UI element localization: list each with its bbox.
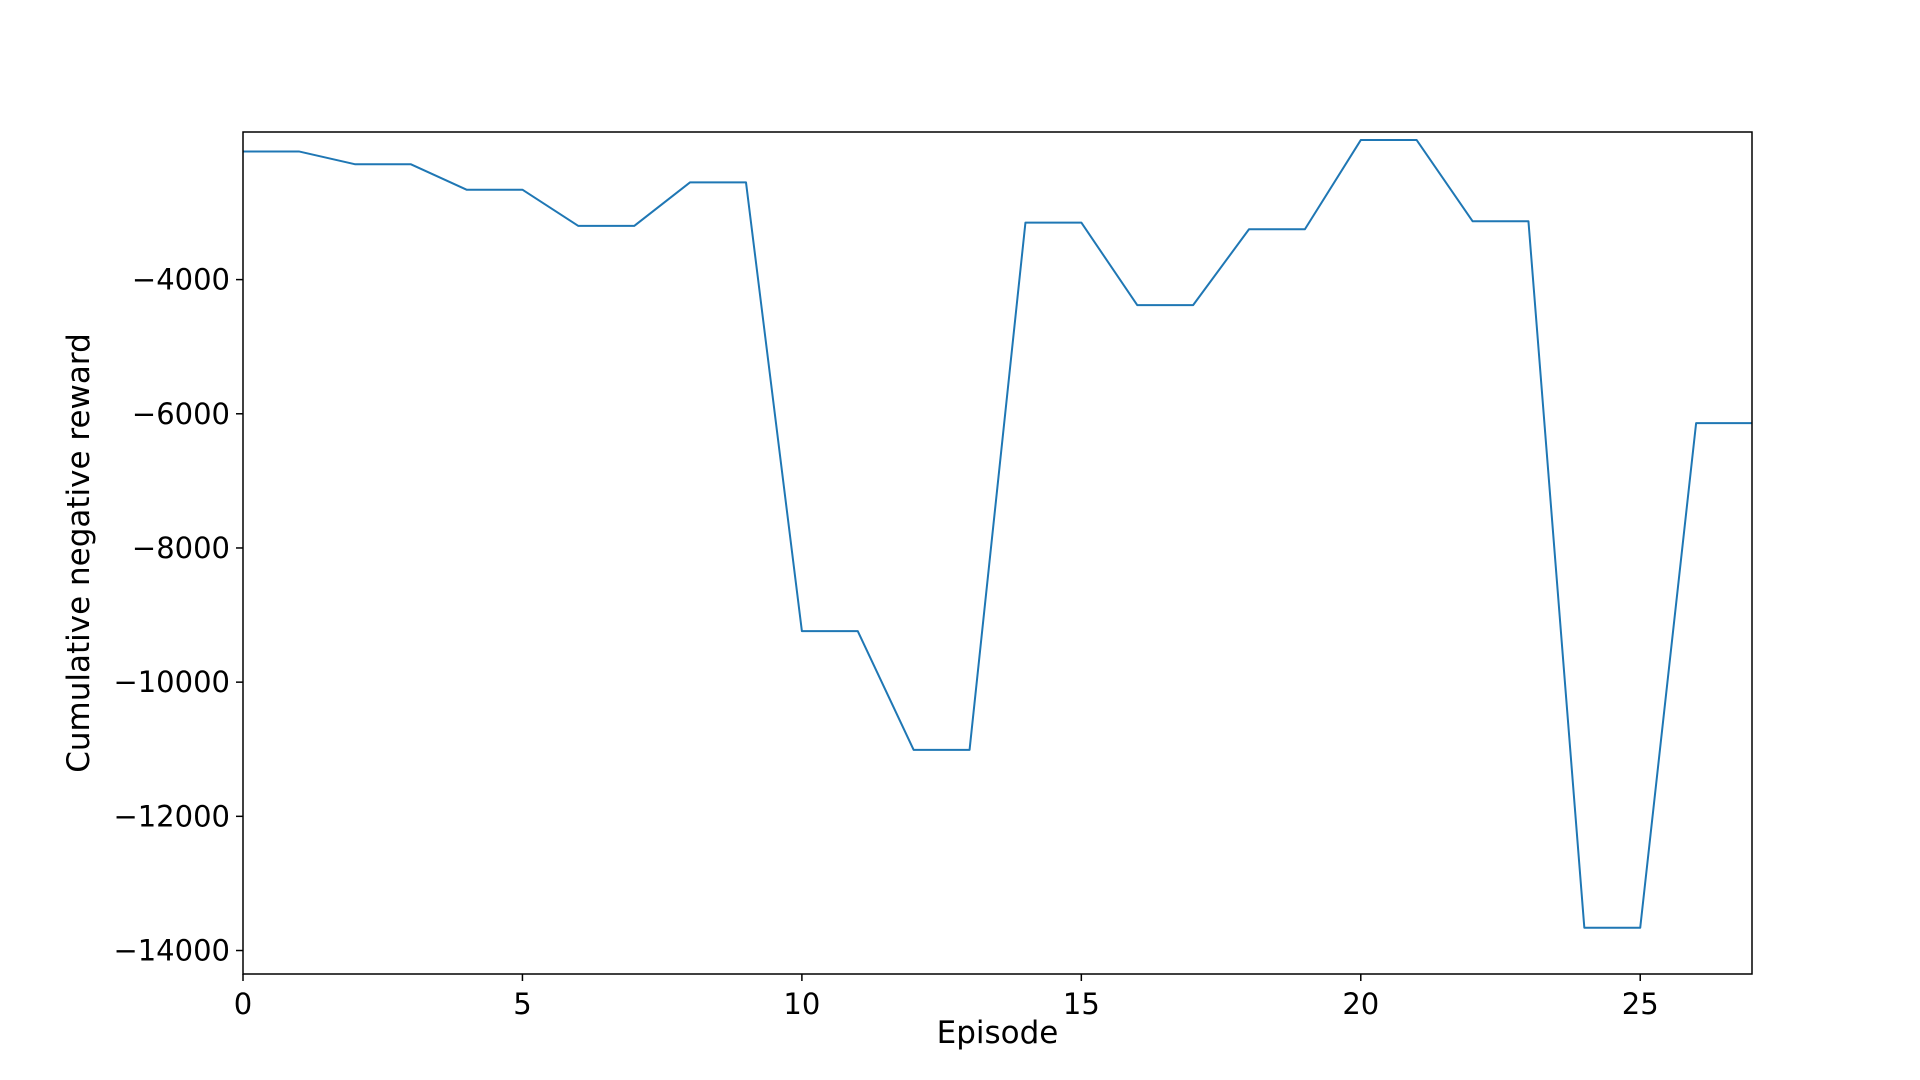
data-point-23 xyxy=(1527,220,1529,222)
data-point-13 xyxy=(969,749,971,751)
data-point-16 xyxy=(1136,304,1138,306)
data-point-26 xyxy=(1695,422,1697,424)
data-point-22 xyxy=(1472,220,1474,222)
x-axis-ticks: 0 5 10 15 20 25 xyxy=(234,974,1659,1021)
x-tick-label: 0 xyxy=(234,987,252,1021)
y-axis-ticks: −4000 −6000 −8000 −10000 −12000 −14000 xyxy=(113,263,243,968)
y-tick-label: −10000 xyxy=(113,665,230,699)
y-tick-label: −8000 xyxy=(132,531,230,565)
y-tick-label: −12000 xyxy=(113,799,230,833)
data-point-14 xyxy=(1024,222,1026,224)
y-tick-label: −6000 xyxy=(132,397,230,431)
data-point-3 xyxy=(410,163,412,165)
plot-area xyxy=(243,139,1752,929)
data-point-1 xyxy=(298,150,300,152)
data-point-2 xyxy=(354,163,356,165)
x-axis-label: Episode xyxy=(937,1015,1059,1051)
x-tick-label: 10 xyxy=(783,987,820,1021)
axes-frame xyxy=(242,131,1753,975)
y-axis-label: Cumulative negative reward xyxy=(61,333,97,773)
data-point-18 xyxy=(1248,228,1250,230)
data-point-7 xyxy=(633,225,635,227)
x-tick-label: 20 xyxy=(1342,987,1379,1021)
data-point-8 xyxy=(689,181,691,183)
y-tick-label: −14000 xyxy=(113,934,230,968)
data-point-12 xyxy=(913,749,915,751)
data-point-15 xyxy=(1080,222,1082,224)
x-tick-label: 5 xyxy=(513,987,531,1021)
data-point-21 xyxy=(1416,139,1418,141)
data-point-19 xyxy=(1304,228,1306,230)
data-point-11 xyxy=(857,630,859,632)
data-point-6 xyxy=(577,225,579,227)
x-tick-label: 15 xyxy=(1063,987,1100,1021)
data-point-5 xyxy=(521,189,523,191)
data-point-20 xyxy=(1360,139,1362,141)
data-point-25 xyxy=(1639,927,1641,929)
data-point-10 xyxy=(801,630,803,632)
data-point-24 xyxy=(1583,927,1585,929)
data-point-17 xyxy=(1192,304,1194,306)
series-line-0 xyxy=(243,139,1752,929)
y-tick-label: −4000 xyxy=(132,263,230,297)
data-point-9 xyxy=(745,181,747,183)
data-point-4 xyxy=(466,189,468,191)
x-tick-label: 25 xyxy=(1622,987,1659,1021)
